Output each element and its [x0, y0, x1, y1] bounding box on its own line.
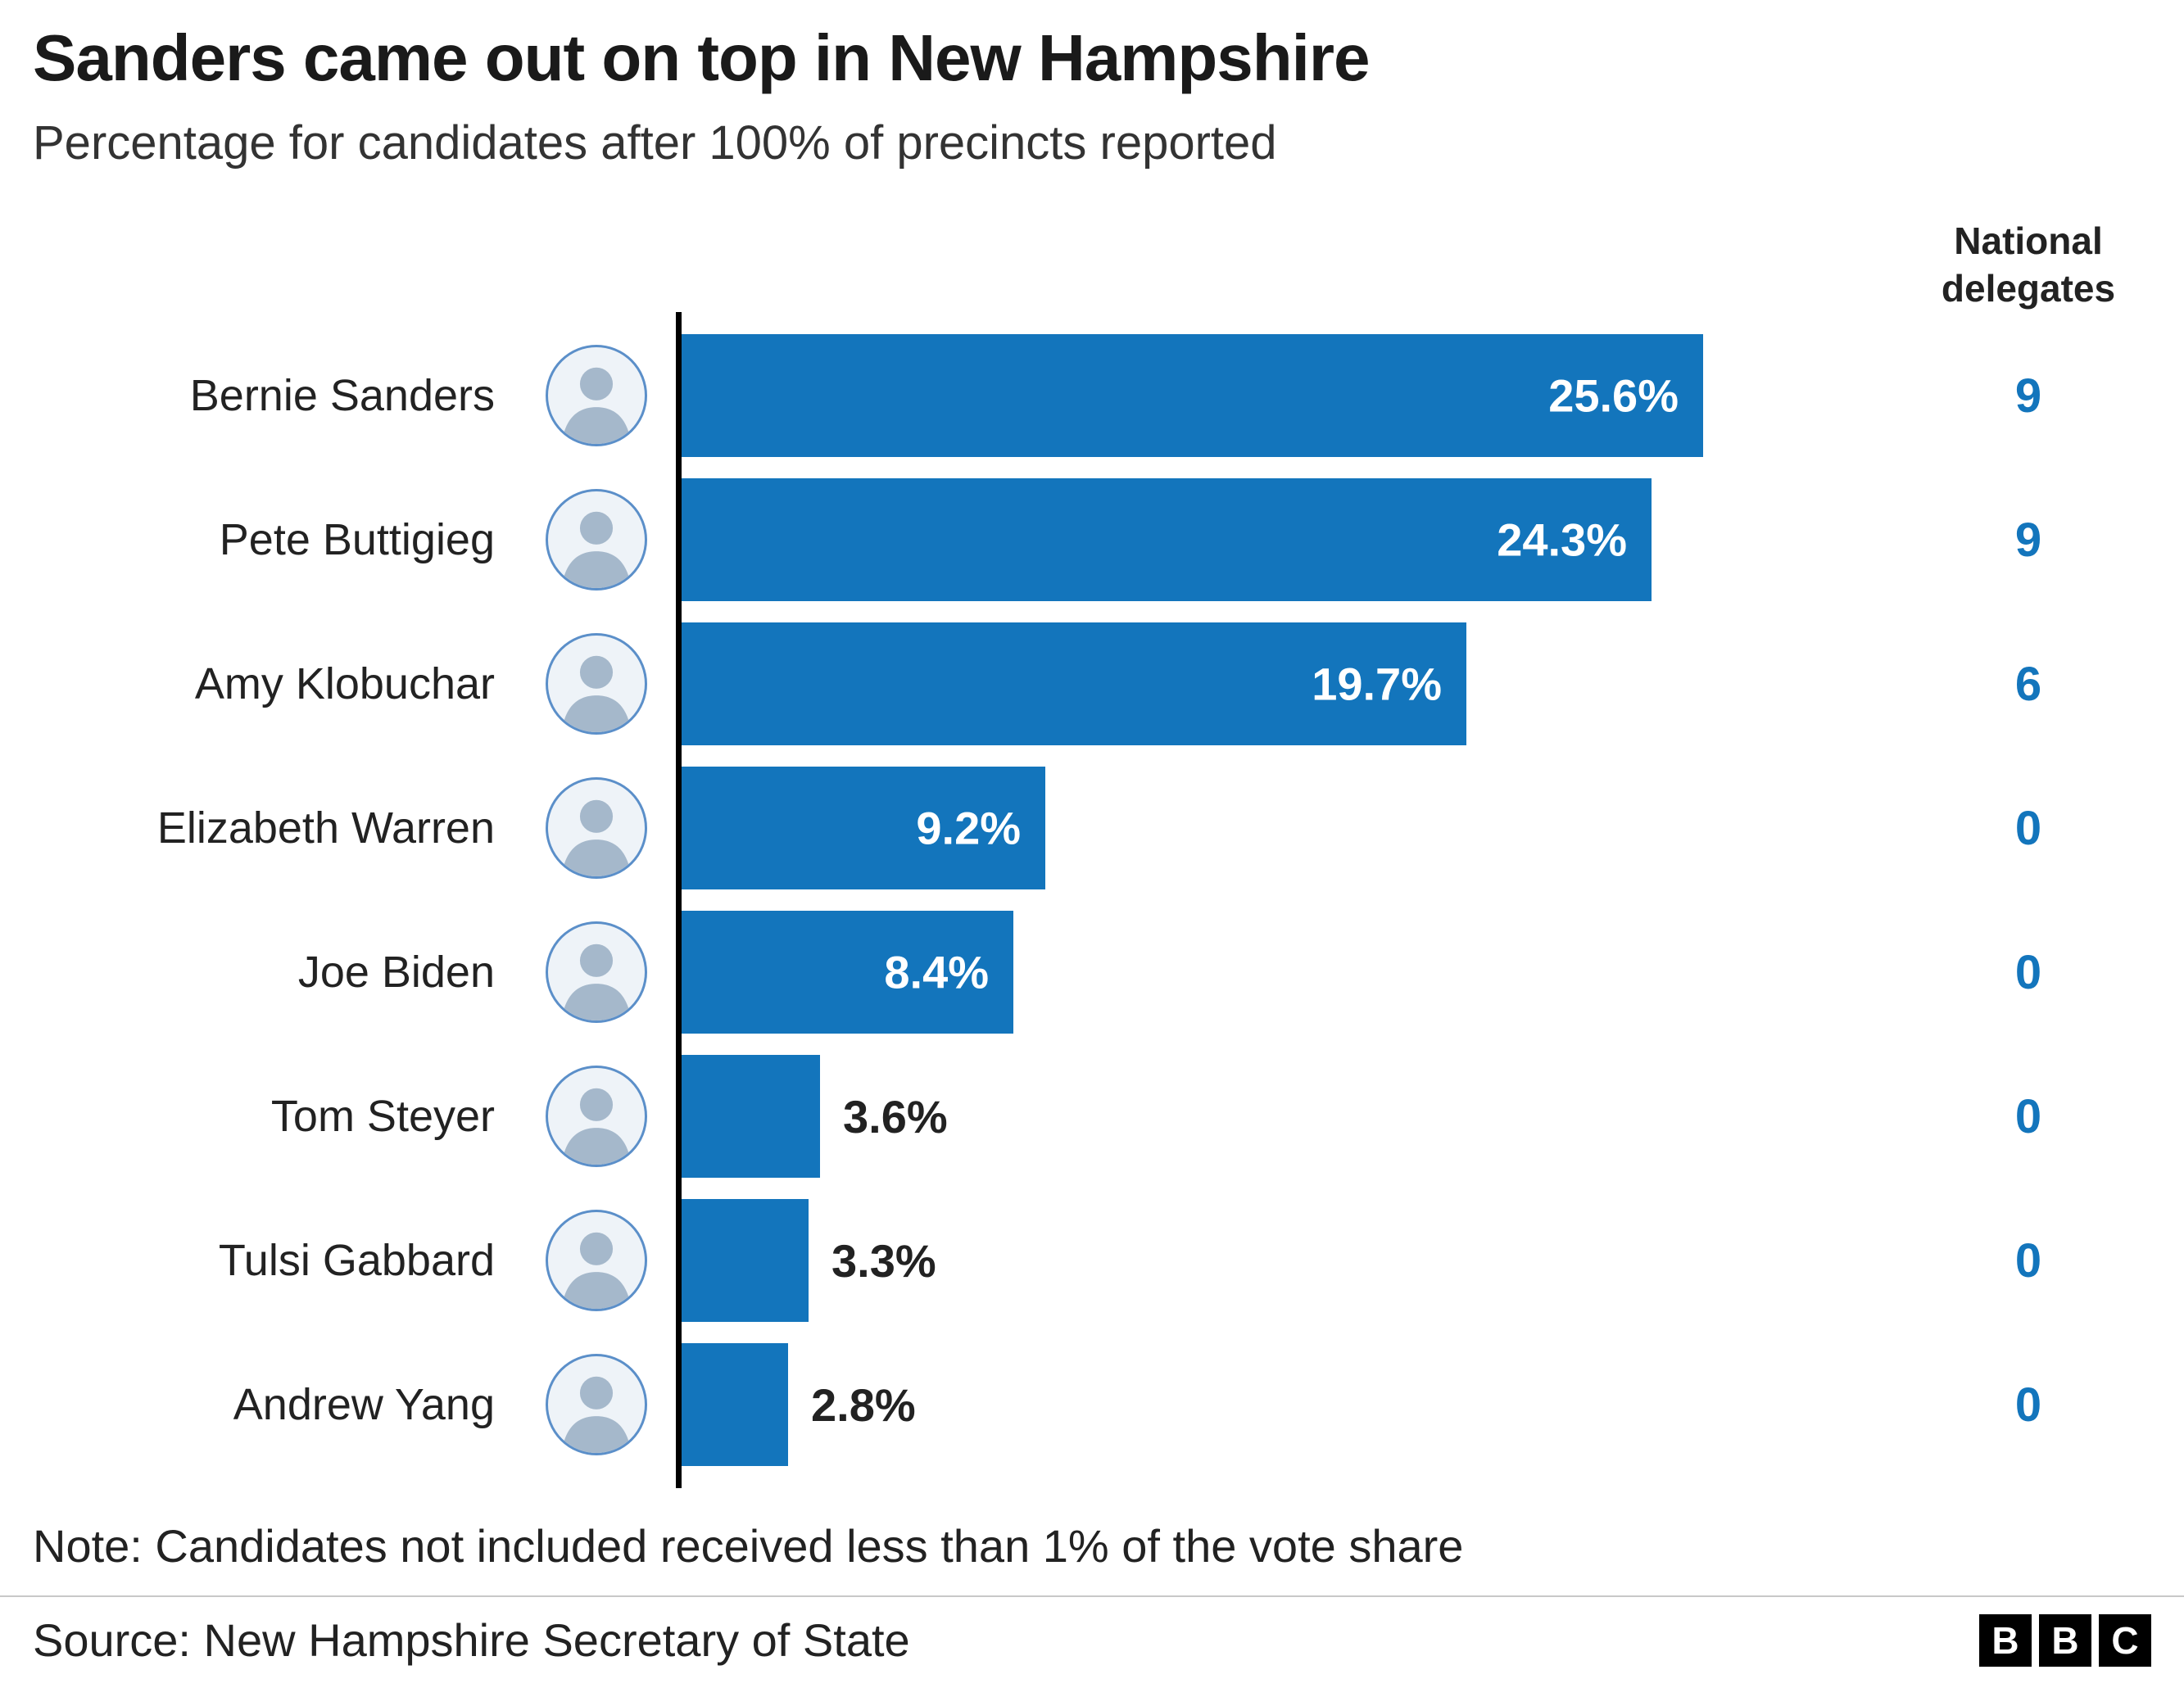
- candidate-row: Elizabeth Warren 9.2% 9.2% 0: [33, 756, 2151, 900]
- person-icon: [561, 1233, 631, 1310]
- person-icon: [561, 944, 631, 1021]
- candidate-avatar: [545, 1066, 647, 1168]
- value-bar: 24.3%: [676, 478, 1652, 602]
- bar-track: 9.2% 9.2%: [676, 756, 1905, 900]
- delegate-count: 0: [2014, 1378, 2042, 1432]
- bbc-logo: B B C: [1979, 1613, 2151, 1667]
- value-label: 8.4%: [884, 946, 989, 998]
- candidate-row: Pete Buttigieg 24.3% 24.3% 9: [33, 468, 2151, 612]
- footer-divider: [0, 1595, 2184, 1598]
- candidate-name: Joe Biden: [297, 948, 495, 998]
- axis-line: [676, 312, 682, 1489]
- value-label: 3.3%: [831, 1234, 936, 1287]
- bar-track: 8.4% 8.4%: [676, 900, 1905, 1044]
- candidate-name: Elizabeth Warren: [156, 803, 495, 853]
- value-bar: 2.8%: [676, 1343, 788, 1467]
- candidate-avatar: [545, 921, 647, 1024]
- delegate-count: 9: [2014, 369, 2042, 423]
- value-bar: 9.2%: [676, 767, 1045, 890]
- delegates-column-header: National delegates: [1941, 219, 2116, 310]
- delegate-count: 0: [2014, 801, 2042, 855]
- bbc-logo-block: C: [2099, 1613, 2151, 1667]
- value-label: 25.6%: [1548, 369, 1679, 422]
- delegate-count: 0: [2014, 1089, 2042, 1143]
- bar-track: 25.6% 25.6%: [676, 324, 1905, 468]
- candidate-avatar: [545, 345, 647, 447]
- person-icon: [561, 800, 631, 877]
- bar-track: 3.3% 3.3%: [676, 1188, 1905, 1333]
- footer: Source: New Hampshire Secretary of State…: [33, 1597, 2151, 1681]
- candidate-name: Pete Buttigieg: [219, 515, 495, 565]
- candidate-name: Bernie Sanders: [189, 371, 495, 421]
- chart-title: Sanders came out on top in New Hampshire: [33, 21, 1370, 94]
- value-bar: 8.4%: [676, 911, 1013, 1034]
- candidate-row: Amy Klobuchar 19.7% 19.7% 6: [33, 612, 2151, 756]
- delegate-count: 6: [2014, 657, 2042, 711]
- candidate-row: Andrew Yang 2.8% 2.8% 0: [33, 1333, 2151, 1477]
- person-icon: [561, 656, 631, 733]
- bbc-logo-block: B: [1979, 1613, 2032, 1667]
- chart-subtitle: Percentage for candidates after 100% of …: [33, 115, 1277, 170]
- candidate-name: Andrew Yang: [233, 1380, 495, 1430]
- source-credit: Source: New Hampshire Secretary of State: [33, 1614, 910, 1667]
- delegate-count: 9: [2014, 513, 2042, 567]
- value-label: 3.6%: [843, 1090, 948, 1143]
- value-bar: 25.6%: [676, 334, 1703, 458]
- candidate-avatar: [545, 777, 647, 880]
- candidate-row: Tulsi Gabbard 3.3% 3.3% 0: [33, 1188, 2151, 1333]
- candidate-avatar: [545, 633, 647, 735]
- person-icon: [561, 1088, 631, 1165]
- bar-chart: Bernie Sanders 25.6% 25.6% 9 Pete Buttig…: [33, 312, 2151, 1489]
- candidate-avatar: [545, 1354, 647, 1456]
- value-label: 9.2%: [916, 802, 1021, 854]
- candidate-row: Tom Steyer 3.6% 3.6% 0: [33, 1044, 2151, 1188]
- bar-track: 3.6% 3.6%: [676, 1044, 1905, 1188]
- candidate-name: Tulsi Gabbard: [218, 1236, 495, 1286]
- person-icon: [561, 1377, 631, 1454]
- value-bar: 3.6%: [676, 1055, 820, 1179]
- delegate-count: 0: [2014, 945, 2042, 999]
- candidate-avatar: [545, 1210, 647, 1312]
- person-icon: [561, 368, 631, 445]
- candidate-avatar: [545, 489, 647, 591]
- value-bar: 3.3%: [676, 1199, 809, 1323]
- candidate-row: Joe Biden 8.4% 8.4% 0: [33, 900, 2151, 1044]
- bar-track: 2.8% 2.8%: [676, 1333, 1905, 1477]
- bbc-logo-block: B: [2039, 1613, 2091, 1667]
- candidate-row: Bernie Sanders 25.6% 25.6% 9: [33, 324, 2151, 468]
- person-icon: [561, 512, 631, 589]
- bar-track: 19.7% 19.7%: [676, 612, 1905, 756]
- value-label: 2.8%: [811, 1378, 916, 1431]
- value-label: 24.3%: [1497, 514, 1627, 566]
- value-label: 19.7%: [1312, 658, 1442, 710]
- chart-note: Note: Candidates not included received l…: [33, 1520, 1464, 1573]
- delegate-count: 0: [2014, 1233, 2042, 1287]
- bar-track: 24.3% 24.3%: [676, 468, 1905, 612]
- candidate-name: Tom Steyer: [270, 1092, 495, 1142]
- candidate-name: Amy Klobuchar: [194, 659, 495, 709]
- value-bar: 19.7%: [676, 622, 1466, 746]
